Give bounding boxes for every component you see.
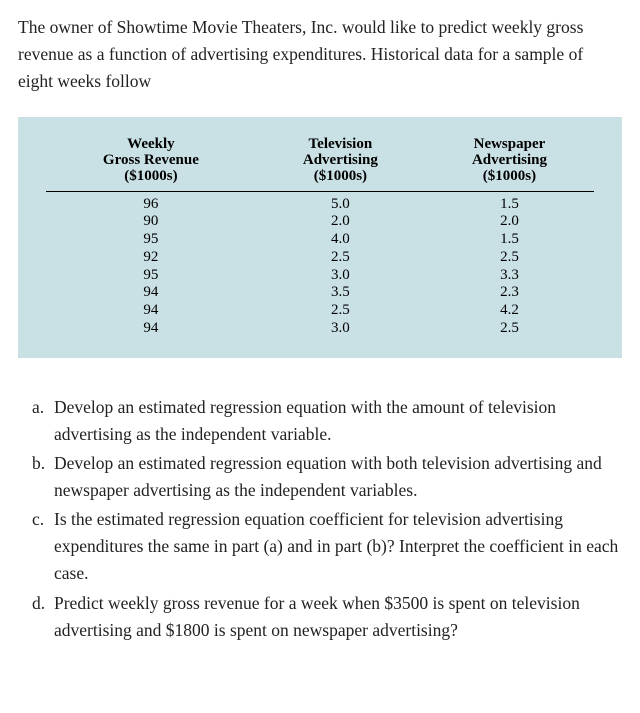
col-header-line2: Advertising [256,153,425,169]
question-text: Predict weekly gross revenue for a week … [54,590,622,644]
table-row: 943.52.3 [46,284,594,302]
question-marker: b. [32,450,54,504]
questions-list: a.Develop an estimated regression equati… [18,394,622,644]
table-cell: 3.5 [256,284,425,302]
question-item: c.Is the estimated regression equation c… [32,506,622,587]
table-cell: 1.5 [425,191,594,213]
question-item: b.Develop an estimated regression equati… [32,450,622,504]
table-cell: 3.3 [425,267,594,285]
col-header-line2: Gross Revenue [46,153,256,169]
table-row: 922.52.5 [46,249,594,267]
table-cell: 94 [46,302,256,320]
table-cell: 2.5 [425,320,594,338]
data-table-body: 965.01.5902.02.0954.01.5922.52.5953.03.3… [46,191,594,338]
table-row: 942.54.2 [46,302,594,320]
table-cell: 95 [46,267,256,285]
table-row: 965.01.5 [46,191,594,213]
question-item: d.Predict weekly gross revenue for a wee… [32,590,622,644]
question-text: Develop an estimated regression equation… [54,394,622,448]
col-header-line1: Newspaper [425,135,594,153]
table-row: 954.01.5 [46,231,594,249]
question-text: Is the estimated regression equation coe… [54,506,622,587]
table-cell: 90 [46,213,256,231]
table-cell: 3.0 [256,320,425,338]
table-cell: 2.0 [256,213,425,231]
table-cell: 95 [46,231,256,249]
table-cell: 3.0 [256,267,425,285]
table-cell: 2.0 [425,213,594,231]
data-table: Weekly Television Newspaper Gross Revenu… [46,135,594,337]
table-cell: 2.5 [256,249,425,267]
question-marker: a. [32,394,54,448]
col-header-unit: ($1000s) [256,169,425,191]
question-text: Develop an estimated regression equation… [54,450,622,504]
col-header-line1: Television [256,135,425,153]
table-cell: 2.3 [425,284,594,302]
table-row: 953.03.3 [46,267,594,285]
table-cell: 96 [46,191,256,213]
table-cell: 94 [46,320,256,338]
question-marker: c. [32,506,54,587]
question-item: a.Develop an estimated regression equati… [32,394,622,448]
col-header-line1: Weekly [46,135,256,153]
data-table-container: Weekly Television Newspaper Gross Revenu… [18,117,622,357]
table-row: 943.02.5 [46,320,594,338]
question-marker: d. [32,590,54,644]
table-cell: 1.5 [425,231,594,249]
problem-intro: The owner of Showtime Movie Theaters, In… [18,14,622,95]
table-row: 902.02.0 [46,213,594,231]
col-header-unit: ($1000s) [46,169,256,191]
col-header-line2: Advertising [425,153,594,169]
table-cell: 2.5 [425,249,594,267]
table-cell: 4.0 [256,231,425,249]
table-cell: 2.5 [256,302,425,320]
table-cell: 5.0 [256,191,425,213]
table-cell: 92 [46,249,256,267]
table-cell: 94 [46,284,256,302]
col-header-unit: ($1000s) [425,169,594,191]
table-cell: 4.2 [425,302,594,320]
